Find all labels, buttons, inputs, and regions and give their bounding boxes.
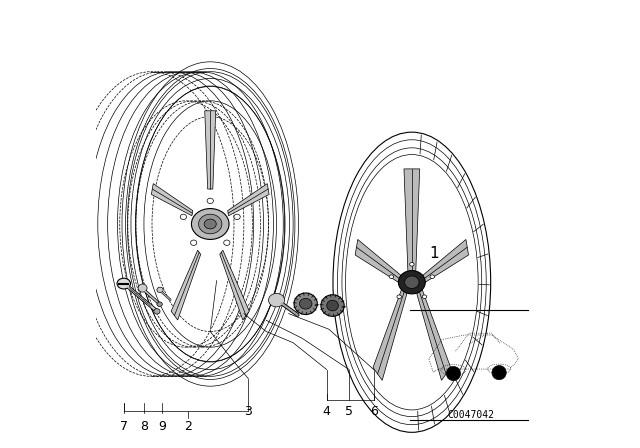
Ellipse shape: [398, 271, 425, 294]
Polygon shape: [373, 288, 407, 380]
Polygon shape: [205, 111, 216, 189]
Text: 4: 4: [323, 405, 331, 418]
Circle shape: [492, 366, 506, 380]
Text: C0047042: C0047042: [448, 410, 495, 420]
Ellipse shape: [138, 284, 147, 292]
Text: 1: 1: [429, 246, 439, 261]
Ellipse shape: [191, 240, 196, 246]
Ellipse shape: [430, 275, 435, 279]
Polygon shape: [228, 184, 269, 216]
Ellipse shape: [207, 198, 213, 203]
Ellipse shape: [198, 214, 222, 234]
Ellipse shape: [204, 219, 216, 229]
Text: 2: 2: [184, 420, 192, 433]
Text: 3: 3: [244, 405, 252, 418]
Ellipse shape: [404, 276, 419, 289]
Text: 8: 8: [140, 420, 148, 433]
Ellipse shape: [294, 293, 317, 314]
Ellipse shape: [327, 300, 339, 311]
Text: 6: 6: [370, 405, 378, 418]
Polygon shape: [423, 239, 468, 283]
Ellipse shape: [157, 287, 163, 293]
Polygon shape: [151, 184, 193, 216]
Ellipse shape: [269, 293, 285, 307]
Ellipse shape: [422, 295, 427, 298]
Ellipse shape: [117, 278, 131, 289]
Text: 5: 5: [345, 405, 353, 418]
Ellipse shape: [321, 295, 344, 316]
Polygon shape: [355, 239, 401, 283]
Ellipse shape: [300, 298, 312, 309]
Ellipse shape: [410, 263, 414, 266]
Circle shape: [446, 366, 461, 381]
Ellipse shape: [180, 214, 186, 220]
Text: 7: 7: [120, 420, 128, 433]
Ellipse shape: [234, 214, 240, 220]
Ellipse shape: [157, 302, 163, 306]
Ellipse shape: [191, 209, 229, 239]
Polygon shape: [404, 169, 420, 271]
Polygon shape: [171, 250, 201, 320]
Polygon shape: [417, 288, 451, 380]
Polygon shape: [220, 250, 250, 320]
Ellipse shape: [224, 240, 230, 246]
Ellipse shape: [154, 309, 160, 314]
Ellipse shape: [397, 295, 401, 298]
Ellipse shape: [389, 275, 394, 279]
Text: 9: 9: [158, 420, 166, 433]
